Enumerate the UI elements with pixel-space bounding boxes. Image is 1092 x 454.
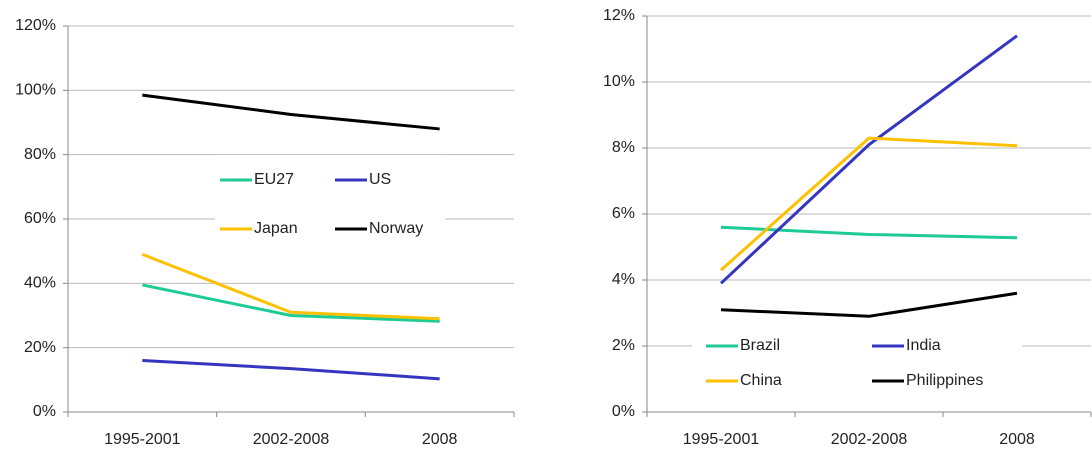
series-line <box>719 34 1018 285</box>
y-tick-label: 100% <box>15 82 56 99</box>
legend-label: India <box>906 337 941 354</box>
series-line <box>142 359 440 381</box>
y-tick-label: 20% <box>24 339 56 356</box>
y-tick-label: 120% <box>15 17 56 34</box>
legend-label: US <box>369 171 391 188</box>
series-line <box>142 283 440 323</box>
x-tick-label: 2008 <box>422 431 458 448</box>
y-tick-label: 80% <box>24 146 56 163</box>
series-line <box>720 136 1018 272</box>
series-line <box>720 225 1018 240</box>
y-tick-label: 0% <box>33 403 56 420</box>
y-tick-label: 10% <box>603 73 635 90</box>
x-tick-label: 2008 <box>999 431 1035 448</box>
chart: 0% 20% 40% 60% 80% 100% 120% 1995-2001 2002-2008… <box>15 17 515 448</box>
y-tick-label: 8% <box>612 139 635 156</box>
legend-label: Japan <box>254 220 298 237</box>
y-tick-label: 0% <box>612 403 635 420</box>
legend-label: Norway <box>369 220 423 237</box>
series-line <box>142 93 440 131</box>
y-tick-label: 2% <box>612 337 635 354</box>
legend-label: Brazil <box>740 337 780 354</box>
y-tick-label: 4% <box>612 271 635 288</box>
legend-label: Philippines <box>906 372 983 389</box>
x-tick-label: 2002-2008 <box>831 431 908 448</box>
series-line <box>720 291 1018 318</box>
legend-label: China <box>740 372 782 389</box>
x-tick-label: 1995-2001 <box>683 431 760 448</box>
legend-box <box>692 330 1022 398</box>
y-tick-label: 12% <box>603 7 635 24</box>
x-tick-label: 2002-2008 <box>253 431 330 448</box>
y-tick-label: 6% <box>612 205 635 222</box>
chart: 0% 2% 4% 6% 8% 10% 12% 1995-2001 2002-2008 2008 Br… <box>603 7 1092 448</box>
x-tick-label: 1995-2001 <box>104 431 181 448</box>
y-tick-label: 40% <box>24 275 56 292</box>
legend-label: EU27 <box>254 171 294 188</box>
legend-box <box>215 155 445 250</box>
series-line <box>141 252 440 321</box>
y-tick-label: 60% <box>24 210 56 227</box>
